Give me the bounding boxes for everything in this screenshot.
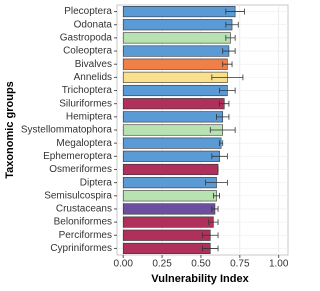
y-tick-label: Gastropoda xyxy=(60,33,113,44)
y-tick-label: Diptera xyxy=(80,177,113,188)
bar xyxy=(122,124,224,136)
error-bar xyxy=(222,48,236,54)
y-tick-label: Coleoptera xyxy=(63,46,112,57)
y-tick-label: Beloniformes xyxy=(54,217,112,228)
bar xyxy=(122,84,228,97)
y-tick-label: Cypriniformes xyxy=(50,243,112,254)
error-bar xyxy=(211,153,228,160)
error-bar xyxy=(225,8,245,15)
y-tick-label: Siluriformes xyxy=(59,98,112,109)
bar xyxy=(122,203,216,215)
error-bar xyxy=(219,100,230,107)
y-tick-label: Osmeriformes xyxy=(49,164,112,175)
y-tick-label: Plecoptera xyxy=(64,6,112,17)
error-bar xyxy=(222,61,233,68)
bar xyxy=(122,216,214,228)
error-bar xyxy=(202,245,219,252)
x-tick-label: 0.75 xyxy=(230,259,250,270)
y-tick-label: Semisulcospira xyxy=(44,190,112,201)
bar xyxy=(122,137,222,149)
error-bar xyxy=(219,87,236,94)
bar xyxy=(122,98,225,110)
bar xyxy=(122,150,220,162)
y-tick-label: Hemiptera xyxy=(66,111,113,122)
error-bar xyxy=(211,206,219,212)
bar xyxy=(122,190,217,202)
bar xyxy=(122,111,224,123)
y-axis-title: Taxonomic groups xyxy=(4,81,16,179)
x-tick-label: 0.00 xyxy=(113,259,133,270)
error-bar xyxy=(216,113,230,120)
bar xyxy=(122,242,211,254)
bar xyxy=(122,6,236,18)
y-tick-label: Crustaceans xyxy=(56,204,112,215)
error-bar xyxy=(208,219,219,225)
chart: Vulnerability Index Taxonomic groups 0.0… xyxy=(4,4,289,285)
bar xyxy=(122,32,231,44)
bar xyxy=(122,19,233,31)
bar xyxy=(122,45,230,57)
y-tick-label: Megaloptera xyxy=(56,138,112,149)
x-tick-label: 0.25 xyxy=(152,259,172,270)
error-bar xyxy=(205,179,228,186)
y-tick-label: Trichoptera xyxy=(62,85,113,96)
error-bar xyxy=(211,74,244,81)
error-bar xyxy=(209,127,236,133)
error-bar xyxy=(225,35,236,41)
error-bar xyxy=(202,232,219,239)
y-tick-label: Bivalves xyxy=(75,59,112,70)
bar xyxy=(122,229,211,241)
bar xyxy=(122,163,219,176)
bar xyxy=(122,177,217,189)
x-tick-label: 1.00 xyxy=(269,259,289,270)
error-bar xyxy=(225,21,239,28)
x-tick-label: 0.50 xyxy=(191,259,211,270)
y-tick-label: Ephemeroptera xyxy=(43,151,112,162)
x-axis-title: Vulnerability Index xyxy=(151,273,249,285)
y-tick-label: Systellommatophora xyxy=(21,125,113,136)
bar xyxy=(122,58,228,70)
error-bar xyxy=(212,192,220,199)
y-tick-label: Annelids xyxy=(74,72,112,83)
y-tick-label: Perciformes xyxy=(59,230,112,241)
error-bar xyxy=(219,140,224,147)
y-tick-label: Odonata xyxy=(74,19,113,30)
